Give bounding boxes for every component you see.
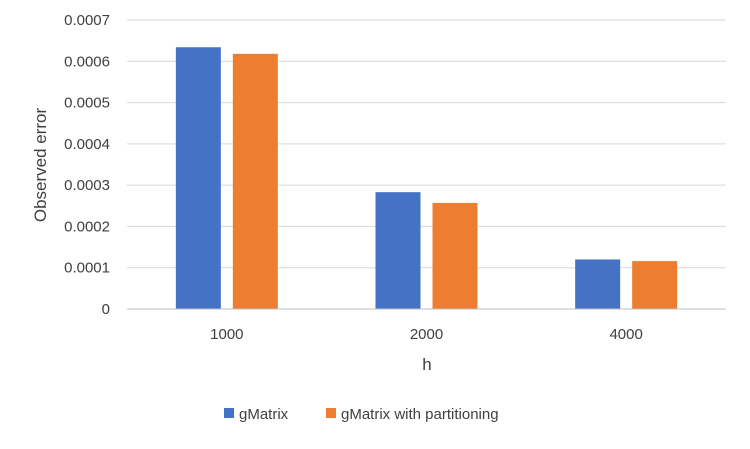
y-axis-tick-labels: 0 0.0001 0.0002 0.0003 0.0004 0.0005 0.0006 0.0… — [64, 12, 110, 318]
bar-gmatrix-with-partitioning-2000 — [432, 202, 478, 309]
bar-gmatrix-1000 — [175, 47, 221, 310]
gridlines — [127, 19, 726, 269]
x-tick-label: 1000 — [210, 326, 243, 343]
legend-label: gMatrix with partitioning — [341, 406, 499, 423]
y-tick-label: 0.0001 — [64, 260, 110, 277]
y-tick-label: 0.0005 — [64, 95, 110, 112]
legend-swatch — [224, 408, 234, 418]
y-tick-label: 0.0007 — [64, 12, 110, 29]
bar-gmatrix-4000 — [575, 259, 621, 309]
y-tick-label: 0.0006 — [64, 53, 110, 70]
y-tick-label: 0.0002 — [64, 218, 110, 235]
x-tick-label: 4000 — [609, 326, 642, 343]
y-axis-title: Observed error — [31, 108, 50, 223]
y-tick-label: 0 — [102, 301, 110, 318]
legend-label: gMatrix — [239, 406, 289, 423]
bar-gmatrix-2000 — [375, 192, 421, 309]
x-axis-title: h — [422, 355, 431, 374]
y-tick-label: 0.0003 — [64, 177, 110, 194]
y-tick-label: 0.0004 — [64, 136, 110, 153]
legend: gMatrix gMatrix with partitioning — [224, 406, 499, 423]
bars — [175, 47, 678, 310]
x-tick-label: 2000 — [410, 326, 443, 343]
bar-gmatrix-with-partitioning-4000 — [632, 261, 678, 309]
bar-gmatrix-with-partitioning-1000 — [232, 53, 278, 310]
x-axis-tick-labels: 1000 2000 4000 — [210, 326, 643, 343]
legend-swatch — [326, 408, 336, 418]
